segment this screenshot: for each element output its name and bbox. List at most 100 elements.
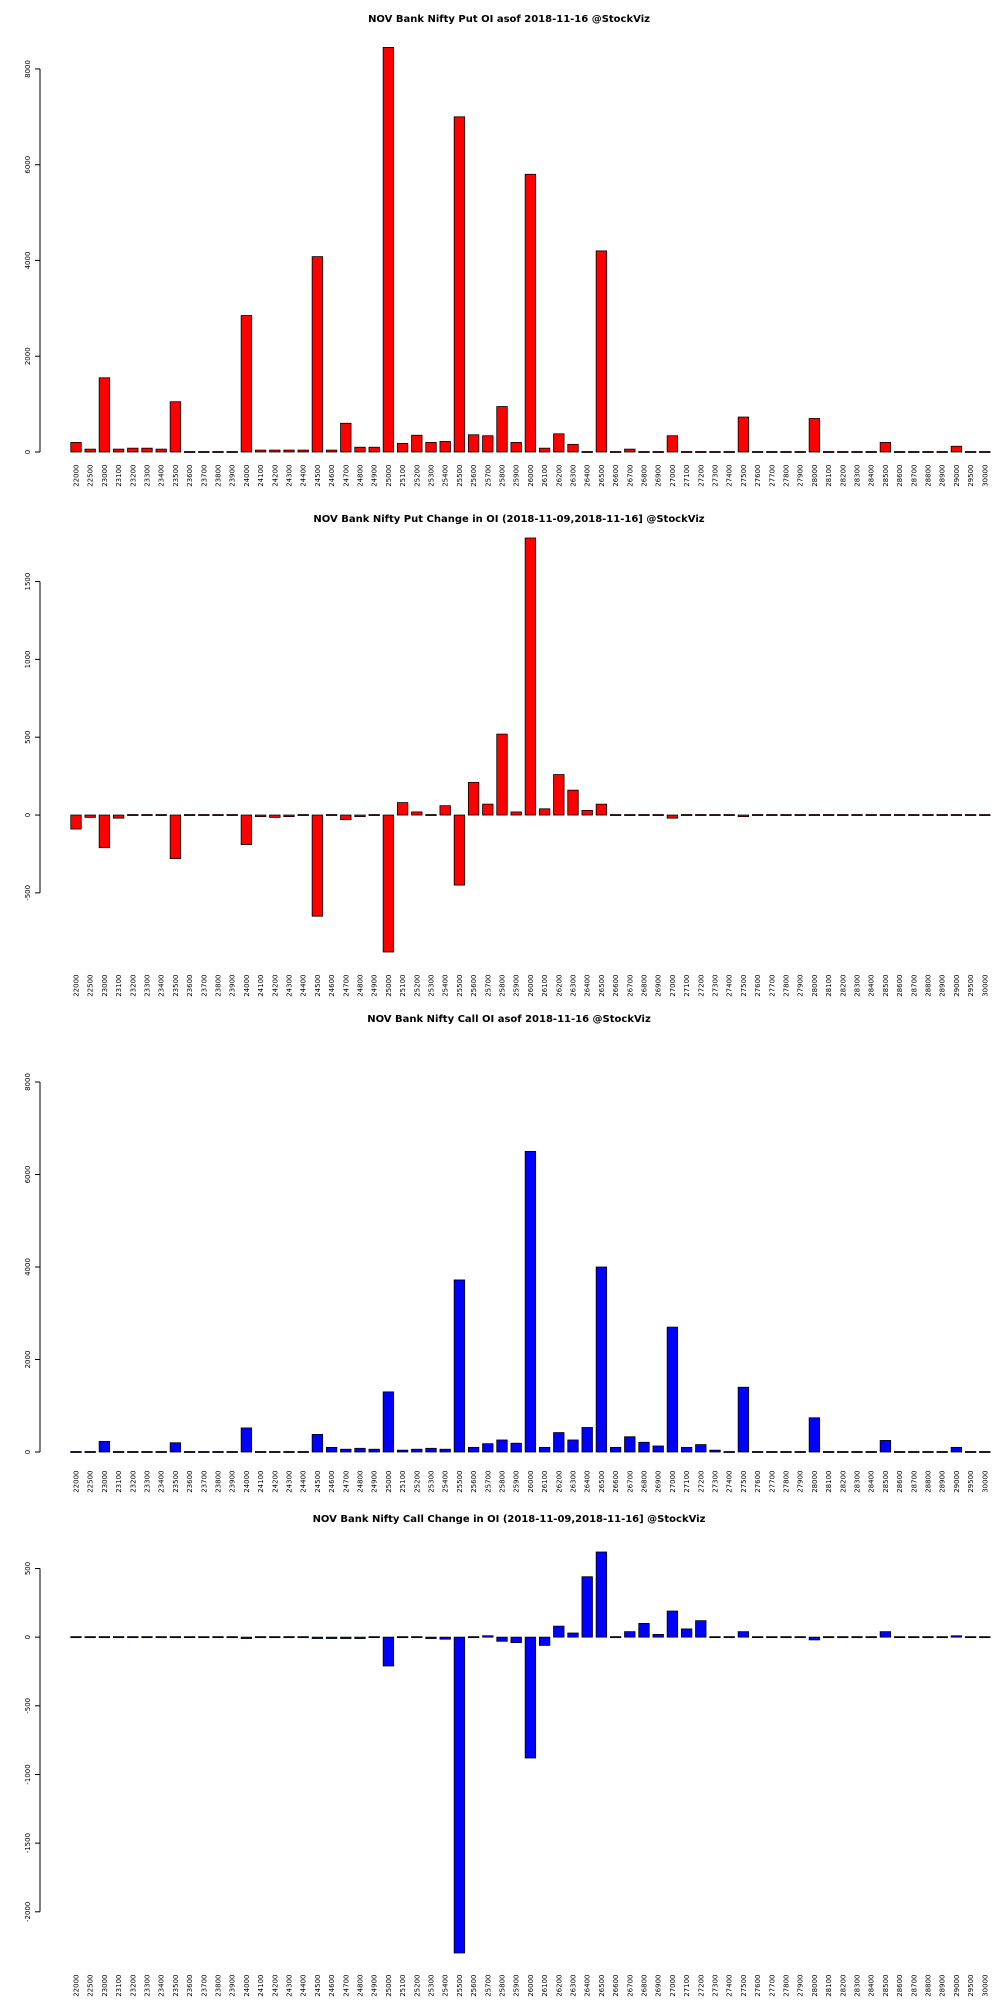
bar-26700	[624, 1631, 636, 1638]
x-tick-label: 24800	[357, 1471, 365, 1493]
x-tick-label: 25200	[413, 1471, 421, 1493]
x-tick-label: 23400	[158, 465, 166, 487]
x-tick-label: 26000	[527, 1471, 535, 1493]
x-tick-label: 26700	[626, 975, 634, 997]
x-tick-label: 23700	[200, 1471, 208, 1493]
x-tick-label: 25400	[442, 1471, 450, 1493]
x-tick-label: 25500	[456, 975, 464, 997]
bar-24800	[354, 814, 366, 817]
x-tick-label: 29000	[953, 975, 961, 997]
bar-27400	[723, 451, 735, 453]
bar-27500	[737, 814, 750, 817]
bar-24400	[297, 1451, 309, 1453]
bar-27200	[695, 451, 707, 453]
x-tick-label: 24200	[271, 1471, 279, 1493]
y-tick-label: 500	[24, 731, 32, 744]
bar-25900	[510, 1636, 522, 1644]
bar-28800	[922, 1451, 934, 1453]
x-tick-label: 23300	[144, 1471, 152, 1493]
bar-23900	[226, 1451, 238, 1453]
chart-panel-3: NOV Bank Nifty Call OI asof 2018-11-16 @…	[24, 1014, 991, 1493]
x-tick-label: 28700	[910, 975, 918, 997]
bar-28700	[908, 1636, 920, 1639]
x-tick-label: 27100	[683, 465, 691, 487]
x-tick-label: 24900	[371, 1471, 379, 1493]
x-tick-label: 25500	[456, 1471, 464, 1493]
bar-23100	[112, 1451, 125, 1453]
x-tick-label: 27400	[726, 465, 734, 487]
x-tick-label: 26100	[541, 975, 549, 997]
bar-25700	[482, 1635, 494, 1638]
x-tick-label: 23300	[144, 975, 152, 997]
bar-28700	[908, 1451, 920, 1453]
bar-24400	[297, 814, 309, 816]
x-tick-label: 25100	[399, 1471, 407, 1493]
x-tick-label: 26300	[570, 465, 578, 487]
x-tick-label: 24000	[243, 465, 251, 487]
x-tick-label: 22500	[87, 1975, 95, 1997]
x-tick-label: 28900	[939, 465, 947, 487]
bar-25200	[411, 1636, 423, 1639]
bar-23900	[226, 451, 238, 453]
bar-25000	[382, 46, 395, 453]
bar-26500	[595, 1266, 608, 1453]
y-tick-label: 2000	[24, 1351, 32, 1369]
x-tick-label: 24600	[328, 975, 336, 997]
x-tick-label: 23200	[129, 465, 137, 487]
x-tick-label: 23000	[101, 1975, 109, 1997]
x-tick-label: 28000	[811, 1975, 819, 1997]
x-tick-label: 26400	[584, 1471, 592, 1493]
bar-22000	[70, 442, 82, 453]
bar-27500	[737, 416, 750, 453]
bar-27100	[680, 814, 693, 816]
x-tick-label: 27400	[726, 975, 734, 997]
bar-28200	[837, 1451, 849, 1453]
bar-24700	[340, 422, 352, 453]
x-tick-label: 22500	[87, 1471, 95, 1493]
x-tick-label: 23200	[129, 1975, 137, 1997]
x-tick-label: 23800	[215, 1471, 223, 1493]
bar-22500	[84, 1451, 96, 1453]
x-tick-label: 26800	[641, 1975, 649, 1997]
x-tick-label: 26800	[641, 465, 649, 487]
x-tick-label: 28100	[825, 1975, 833, 1997]
x-tick-label: 23500	[172, 465, 180, 487]
bar-23200	[127, 447, 139, 453]
bar-23200	[127, 1451, 139, 1453]
bar-28400	[865, 1451, 877, 1453]
x-tick-label: 24400	[300, 1975, 308, 1997]
x-tick-label: 26200	[555, 465, 563, 487]
x-tick-label: 27200	[697, 975, 705, 997]
bar-26700	[624, 814, 636, 816]
x-tick-label: 27200	[697, 1471, 705, 1493]
bar-24100	[254, 1636, 267, 1639]
x-tick-label: 25700	[484, 1471, 492, 1493]
bar-24900	[368, 446, 380, 453]
bar-26400	[581, 809, 593, 816]
bar-23200	[127, 814, 139, 816]
y-tick-label: 6000	[24, 156, 32, 174]
y-tick-label: 0	[24, 813, 32, 817]
bar-28600	[893, 451, 906, 453]
bar-26800	[638, 1441, 650, 1453]
y-tick-label: -500	[24, 885, 32, 901]
bar-24600	[325, 1636, 338, 1639]
x-tick-label: 25000	[385, 465, 393, 487]
x-tick-label: 27600	[754, 1975, 762, 1997]
bar-25200	[411, 1448, 423, 1453]
bar-26300	[567, 1439, 579, 1453]
x-tick-label: 28700	[910, 465, 918, 487]
x-tick-label: 28500	[882, 465, 890, 487]
y-tick-label: 0	[24, 1635, 32, 1639]
x-tick-label: 28100	[825, 975, 833, 997]
bar-29000	[950, 814, 963, 816]
bar-26800	[638, 1623, 650, 1638]
x-tick-label: 27300	[712, 1471, 720, 1493]
x-tick-label: 26800	[641, 975, 649, 997]
x-tick-label: 29000	[953, 1471, 961, 1493]
bar-28300	[851, 1451, 863, 1453]
x-tick-label: 26100	[541, 465, 549, 487]
x-tick-label: 27000	[669, 465, 677, 487]
x-tick-label: 24300	[286, 465, 294, 487]
x-tick-label: 24900	[371, 465, 379, 487]
